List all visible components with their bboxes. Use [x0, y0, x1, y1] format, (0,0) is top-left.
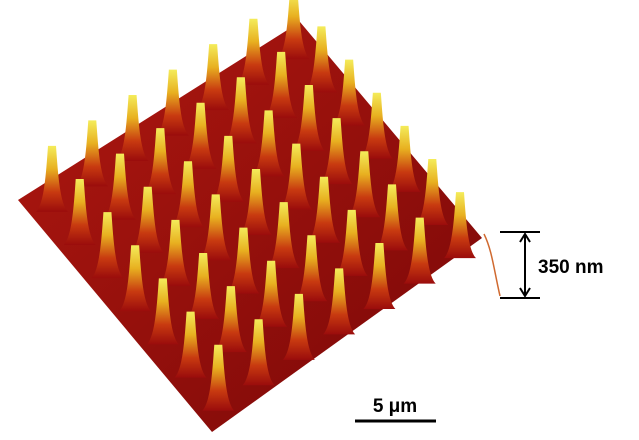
peak	[131, 186, 164, 253]
peak	[360, 92, 393, 159]
peak	[172, 161, 204, 228]
peak	[444, 192, 476, 259]
peak	[237, 18, 270, 85]
peak	[104, 153, 136, 220]
peak	[255, 260, 288, 327]
peak	[146, 278, 179, 345]
surface-peaks	[36, 0, 476, 411]
peak	[308, 176, 340, 243]
peak	[187, 253, 220, 319]
peak	[212, 135, 245, 202]
peak	[174, 311, 207, 378]
height-scale-bar	[500, 231, 540, 299]
peak	[323, 268, 356, 335]
peak	[63, 179, 96, 245]
peak	[156, 69, 189, 136]
height-scale-label: 350 nm	[538, 257, 603, 278]
peak	[292, 85, 325, 151]
peak	[91, 212, 124, 279]
peak	[197, 44, 230, 111]
peak	[295, 235, 328, 302]
peak	[240, 169, 272, 235]
peak	[280, 143, 313, 210]
peak	[214, 286, 247, 353]
peak	[119, 245, 152, 312]
peak	[416, 159, 449, 225]
peak	[376, 184, 408, 251]
peak	[363, 243, 396, 309]
peak	[184, 102, 217, 169]
peak	[267, 202, 300, 269]
peak	[199, 194, 232, 261]
length-scale-label: 5 μm	[373, 396, 417, 417]
peak	[227, 227, 260, 294]
peak	[305, 26, 338, 93]
peak	[320, 118, 353, 185]
peak	[335, 209, 368, 276]
peak	[76, 120, 109, 187]
peak	[116, 95, 149, 161]
peak	[252, 110, 285, 177]
peak	[159, 219, 192, 286]
peak	[242, 319, 275, 386]
peak	[36, 145, 68, 212]
peak	[282, 293, 315, 360]
peak	[224, 77, 257, 144]
peak	[333, 59, 366, 126]
profile-trace	[483, 233, 501, 297]
peak	[202, 344, 235, 411]
peak	[403, 217, 436, 284]
peak	[388, 125, 421, 192]
peak	[277, 0, 310, 60]
peak	[265, 51, 298, 118]
peak	[144, 128, 177, 195]
peak	[348, 151, 381, 218]
